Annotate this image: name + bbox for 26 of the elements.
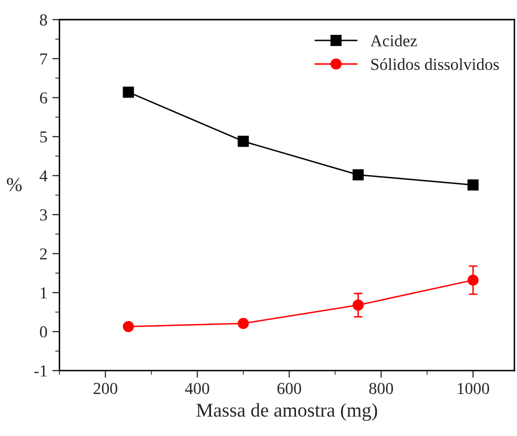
y-tick-label: 0	[40, 326, 48, 338]
point	[468, 274, 479, 286]
y-tick-label: 4	[40, 170, 48, 182]
point	[352, 169, 364, 180]
x-tick-label: 1000	[458, 382, 490, 394]
legend-label: Sólidos dissolvidos	[371, 58, 499, 70]
y-tick-label: 3	[40, 209, 47, 221]
x-tick-label: 400	[185, 382, 210, 394]
x-tick-label: 600	[277, 382, 302, 394]
point	[122, 320, 134, 332]
y-tick-label: 1	[40, 287, 47, 298]
point	[122, 86, 134, 98]
point	[238, 318, 249, 329]
x-axis-title: Massa de amostra (mg)	[196, 403, 378, 421]
y-tick-label: 7	[40, 53, 48, 64]
y-tick-label: -1	[34, 365, 47, 376]
legend-label: Acidez	[370, 34, 417, 46]
point	[238, 136, 249, 147]
y-tick-label: 5	[40, 131, 47, 143]
y-tick-label: 6	[40, 92, 48, 104]
x-tick-label: 200	[94, 382, 118, 394]
point	[468, 179, 479, 191]
x-tick-label: 800	[369, 382, 394, 394]
y-axis-title: %	[6, 178, 22, 192]
y-tick-label: 2	[40, 248, 47, 260]
y-tick-label: 8	[40, 14, 48, 26]
